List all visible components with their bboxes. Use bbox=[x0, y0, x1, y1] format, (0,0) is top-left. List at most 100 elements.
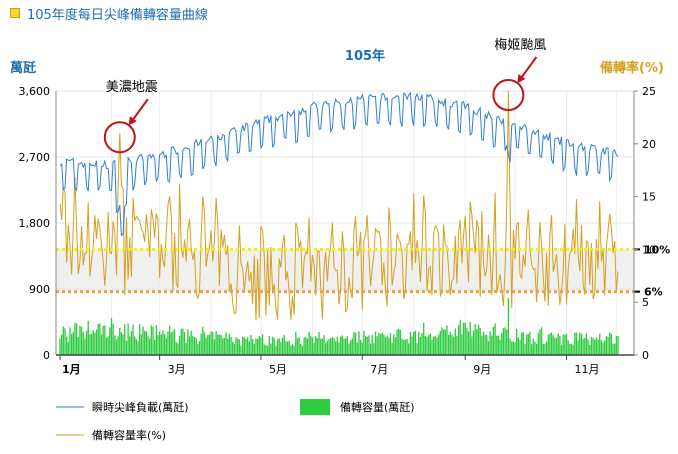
axes: 0 900 1,800 2,700 3,600 0 5 10 15 20 25 1月 3月 5月 7月 9月 1… bbox=[19, 85, 657, 376]
reserve-bar bbox=[530, 344, 533, 355]
reserve-bar bbox=[403, 340, 405, 355]
reserve-bar bbox=[311, 337, 314, 355]
reserve-bar bbox=[67, 341, 69, 355]
reserve-bar bbox=[587, 339, 589, 355]
reserve-bar bbox=[346, 336, 348, 355]
reserve-bar bbox=[296, 338, 299, 355]
reserve-bar bbox=[584, 337, 586, 355]
reserve-bar bbox=[351, 338, 353, 355]
reserve-bar bbox=[418, 331, 420, 355]
reserve-bar bbox=[494, 323, 496, 355]
reserve-bar bbox=[401, 338, 403, 355]
y-right-tick-label: 0 bbox=[642, 349, 649, 362]
reserve-bar bbox=[457, 325, 460, 355]
reserve-bar bbox=[222, 338, 224, 355]
reserve-bar bbox=[339, 336, 342, 355]
reserve-bar bbox=[442, 329, 445, 355]
reserve-bar bbox=[499, 339, 501, 355]
ref-line-label: 10% bbox=[644, 243, 670, 256]
reserve-bar bbox=[389, 333, 392, 355]
reserve-bar bbox=[253, 343, 255, 355]
reserve-bar bbox=[545, 341, 548, 355]
reserve-bar bbox=[489, 331, 491, 355]
reserve-bar bbox=[413, 331, 415, 355]
reserve-bar bbox=[270, 343, 272, 355]
reserve-rate-line bbox=[59, 90, 619, 321]
reserve-bar bbox=[125, 340, 128, 355]
reserve-bar bbox=[300, 343, 302, 355]
reserve-bar bbox=[376, 336, 378, 355]
y-right-tick-label: 5 bbox=[642, 296, 649, 309]
reserve-bar bbox=[570, 343, 573, 355]
reserve-bar bbox=[273, 338, 275, 355]
reserve-bar bbox=[459, 319, 461, 355]
reserve-bar bbox=[185, 342, 187, 355]
reserve-bar bbox=[602, 342, 604, 355]
reserve-bar bbox=[157, 335, 159, 355]
reserve-bar bbox=[335, 341, 337, 355]
reserve-bar bbox=[511, 341, 513, 355]
reserve-bar bbox=[472, 330, 475, 355]
x-tick-label: 7月 bbox=[370, 363, 388, 376]
reserve-bar bbox=[321, 338, 324, 355]
reserve-bar bbox=[316, 338, 319, 355]
reserve-bar bbox=[227, 338, 229, 355]
reserve-bar bbox=[614, 343, 616, 355]
reserve-bar bbox=[343, 338, 345, 355]
reserve-bar bbox=[590, 337, 593, 355]
reserve-bar bbox=[575, 332, 578, 355]
annotations: 美濃地震 梅姬颱風 bbox=[103, 38, 546, 154]
reserve-bar bbox=[295, 331, 297, 355]
reserve-bar bbox=[525, 334, 528, 355]
reserve-bar bbox=[431, 339, 433, 355]
reserve-bar bbox=[160, 334, 162, 355]
reserve-bar bbox=[291, 344, 294, 355]
reserve-bar bbox=[248, 341, 250, 355]
reserve-bar bbox=[446, 325, 448, 355]
reserve-bar bbox=[434, 335, 436, 355]
reserve-bar bbox=[230, 336, 232, 355]
reserve-bar bbox=[366, 336, 368, 355]
reserve-bar bbox=[320, 338, 322, 355]
annotation-arrow bbox=[519, 56, 538, 80]
reserve-bar bbox=[506, 329, 508, 355]
chart-header: 105年度每日尖峰備轉容量曲線 bbox=[10, 4, 208, 23]
reserve-bar bbox=[237, 338, 239, 355]
reserve-bar bbox=[145, 331, 148, 355]
reserve-bar bbox=[142, 326, 144, 355]
x-tick-label: 3月 bbox=[168, 363, 186, 376]
reserve-bar bbox=[464, 322, 466, 355]
reserve-bar bbox=[70, 333, 73, 355]
reserve-bar bbox=[414, 330, 417, 355]
reserve-bar bbox=[127, 323, 129, 355]
reserve-bar bbox=[492, 326, 495, 355]
y-right-tick-label: 20 bbox=[642, 138, 656, 151]
reserve-bar bbox=[539, 329, 541, 355]
reserve-bar bbox=[165, 338, 167, 355]
reserve-bar bbox=[615, 336, 618, 355]
reserve-bar bbox=[534, 341, 536, 355]
reserve-bar bbox=[175, 342, 177, 355]
reserve-bar bbox=[408, 343, 410, 355]
reserve-bar bbox=[461, 333, 463, 355]
reserve-bar bbox=[260, 337, 262, 355]
y-left-tick-label: 2,700 bbox=[19, 151, 51, 164]
reserve-bar bbox=[84, 338, 86, 355]
reserve-bar bbox=[429, 333, 432, 355]
reserve-bar bbox=[298, 337, 300, 355]
reserve-bar bbox=[369, 343, 372, 355]
x-tick-label: 9月 bbox=[473, 363, 491, 376]
reserve-bar bbox=[580, 333, 583, 355]
reserve-bar bbox=[100, 334, 103, 355]
reserve-bar bbox=[223, 338, 226, 355]
reserve-bar bbox=[74, 322, 76, 355]
reserve-bar bbox=[484, 334, 486, 355]
reserve-bar bbox=[585, 333, 588, 355]
reserve-bar bbox=[572, 344, 574, 355]
reserve-bar bbox=[82, 332, 84, 355]
reserve-bar bbox=[454, 328, 456, 355]
reserve-bar bbox=[215, 331, 217, 355]
reserve-bar bbox=[554, 337, 556, 355]
reserve-bar bbox=[79, 325, 81, 355]
reserve-bar bbox=[275, 345, 277, 355]
